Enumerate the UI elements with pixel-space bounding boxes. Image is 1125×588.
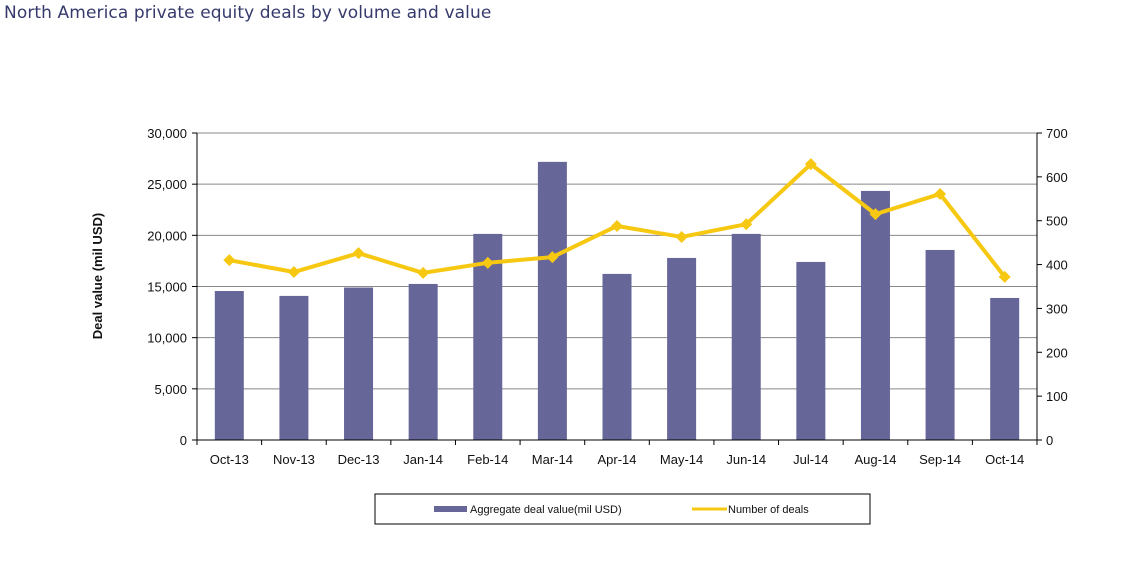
line-marker [417,266,430,279]
y2-tick-label: 700 [1046,126,1068,141]
legend-label-bar: Aggregate deal value(mil USD) [470,504,622,516]
line-marker [998,270,1011,283]
y2-tick-label: 400 [1046,258,1068,273]
line-series [223,158,1011,283]
line-marker [287,266,300,279]
y2-tick-label: 500 [1046,214,1068,229]
legend: Aggregate deal value(mil USD) Number of … [374,493,871,525]
y-tick-label: 15,000 [147,280,187,295]
y-tick-label: 30,000 [147,126,187,141]
x-tick-label: May-14 [660,452,703,467]
x-tick-label: Feb-14 [467,452,508,467]
y-tick-label: 0 [180,433,187,448]
line-marker [546,251,559,264]
bar [214,291,244,440]
line-marker [611,219,623,232]
bar [667,257,697,440]
bar [279,295,309,440]
bar [408,283,438,440]
bar [537,161,567,440]
y-tick-label: 5,000 [154,382,187,397]
line-marker [352,247,365,260]
line-marker [804,158,817,171]
x-tick-label: Aug-14 [855,452,897,467]
y2-tick-label: 600 [1046,170,1068,185]
chart-title: North America private equity deals by vo… [4,3,492,23]
x-tick-label: Mar-14 [532,452,573,467]
x-tick-label: Jun-14 [726,452,766,467]
line-marker [223,254,236,267]
line-marker [481,256,494,269]
line-marker [675,230,688,243]
y2-tick-label: 0 [1046,433,1053,448]
legend-label-line: Number of deals [728,504,809,516]
line-marker [869,208,882,221]
bar [796,261,826,440]
y2-tick-label: 300 [1046,301,1068,316]
bar [990,297,1020,440]
x-tick-label: Oct-14 [985,452,1024,467]
bar [731,233,761,440]
line-marker [740,218,753,231]
bar [925,249,955,440]
y-axis-label: Deal value (mil USD) [90,213,105,339]
axes: 0 5,000 10,000 15,000 20,000 25,000 30,000 0 100… [147,126,1067,467]
legend-swatch-bar [434,506,467,512]
bar [860,190,890,440]
y-tick-label: 10,000 [147,331,187,346]
x-tick-label: Jul-14 [793,452,828,467]
bar [344,287,374,440]
x-tick-label: Nov-13 [273,452,315,467]
bar-series [214,161,1020,440]
bar [602,273,632,440]
x-tick-label: Apr-14 [597,452,636,467]
line-marker [934,187,947,200]
y2-tick-label: 200 [1046,345,1068,360]
x-tick-label: Sep-14 [919,452,961,467]
y2-tick-label: 100 [1046,389,1068,404]
y-tick-label: 20,000 [147,228,187,243]
x-tick-label: Dec-13 [338,452,380,467]
x-tick-label: Jan-14 [403,452,443,467]
y-tick-label: 25,000 [147,177,187,192]
x-tick-label: Oct-13 [210,452,249,467]
